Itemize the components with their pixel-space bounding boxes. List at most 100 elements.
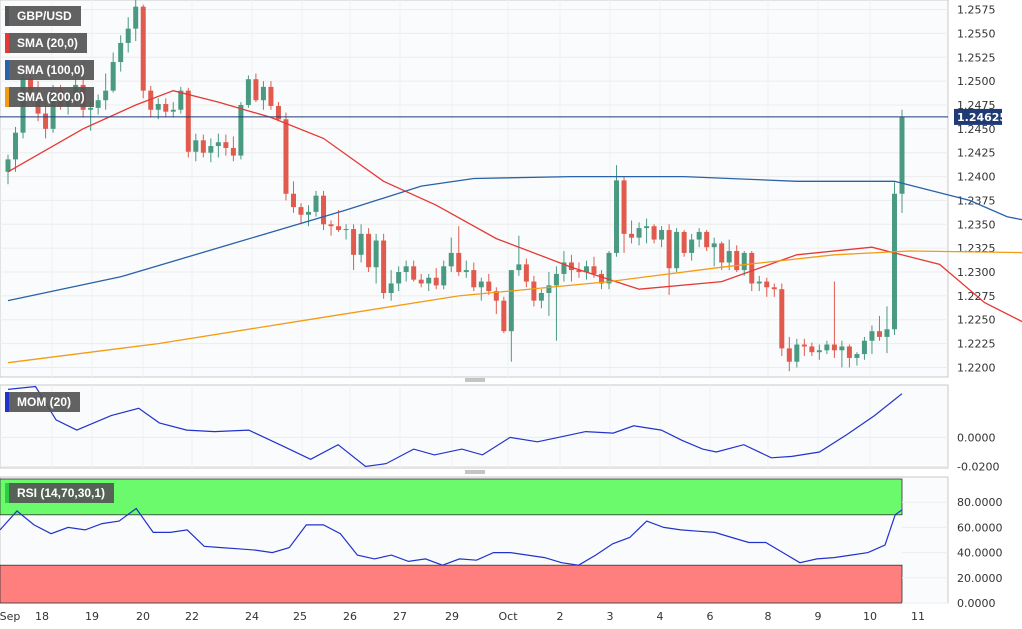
candle-body	[478, 281, 484, 288]
candle-body	[245, 79, 251, 105]
candle-body	[636, 228, 642, 238]
x-tick-label: 26	[343, 610, 357, 623]
rsi-oversold-zone	[0, 564, 903, 604]
momentum-panel	[0, 384, 949, 469]
price-panel	[0, 0, 949, 378]
candle-body	[95, 100, 101, 108]
candle-body	[764, 281, 770, 288]
candle-body	[553, 273, 559, 286]
candle-body	[471, 270, 477, 288]
candle-body	[260, 86, 266, 101]
candle-body	[178, 90, 184, 110]
candle-body	[155, 104, 161, 110]
candle-body	[426, 277, 432, 284]
price-tick-label: 1.2400	[957, 171, 996, 184]
candle-body	[343, 229, 349, 231]
candle-body	[726, 251, 732, 263]
candle-body	[839, 346, 845, 351]
candle-body	[321, 195, 327, 225]
candle-body	[771, 287, 777, 290]
candle-body	[140, 6, 146, 91]
x-tick-label: Oct	[498, 610, 518, 623]
candle-body	[711, 243, 717, 248]
candle-body	[358, 233, 364, 255]
sma20-swatch	[5, 33, 9, 53]
candle-body	[463, 270, 469, 273]
candle-body	[629, 233, 635, 238]
x-tick-label: 18	[35, 610, 49, 623]
candle-body	[388, 283, 394, 294]
candle-body	[846, 346, 852, 358]
price-tick-label: 1.2325	[957, 242, 996, 255]
candle-body	[486, 281, 492, 292]
candle-body	[899, 117, 905, 194]
candle-body	[734, 251, 740, 271]
candle-body	[313, 195, 319, 212]
price-tick-label: 1.2500	[957, 75, 996, 88]
candle-body	[576, 270, 582, 273]
rsi-swatch	[5, 483, 9, 503]
mom-tick-label: 0.0000	[957, 431, 996, 444]
candle-body	[809, 346, 815, 353]
price-tick-label: 1.2200	[957, 361, 996, 374]
sma100-line	[7, 175, 1022, 302]
candle-body	[185, 90, 191, 152]
candle-body	[170, 109, 176, 112]
candle-body	[306, 211, 312, 215]
candle-body	[719, 243, 725, 263]
candle-body	[831, 344, 837, 351]
price-tick-label: 1.2575	[957, 4, 996, 17]
candle-body	[538, 293, 544, 301]
candle-body	[403, 266, 409, 273]
candle-body	[43, 113, 49, 129]
candle-body	[876, 331, 882, 337]
candle-body	[118, 42, 124, 63]
candle-body	[193, 140, 199, 152]
symbol-legend: GBP/USD	[5, 6, 81, 26]
price-tick-label: 1.2450	[957, 123, 996, 136]
price-tick-label: 1.2250	[957, 314, 996, 327]
candle-body	[208, 146, 214, 153]
x-tick-label: 3	[607, 610, 614, 623]
price-tick-label: 1.2350	[957, 218, 996, 231]
x-tick-label: 9	[815, 610, 822, 623]
candle-body	[351, 229, 357, 255]
candle-body	[614, 180, 620, 253]
candle-body	[704, 231, 710, 248]
price-tick-label: 1.2300	[957, 266, 996, 279]
candle-body	[583, 266, 589, 273]
candle-body	[5, 159, 11, 172]
candle-body	[275, 105, 281, 120]
candle-body	[779, 289, 785, 349]
candle-body	[200, 140, 206, 153]
rsi-tick-label: 20.0000	[957, 572, 1003, 585]
rsi-overbought-zone	[0, 478, 903, 516]
candle-body	[824, 344, 830, 351]
symbol-legend-swatch	[5, 6, 9, 26]
price-tick-label: 1.2275	[957, 290, 996, 303]
sma100-label: SMA (100,0)	[17, 63, 85, 77]
x-tick-label: 10	[863, 610, 877, 623]
rsi-legend: RSI (14,70,30,1)	[5, 483, 115, 503]
candle-body	[666, 230, 672, 269]
candle-body	[749, 252, 755, 284]
x-tick-label: 22	[185, 610, 199, 623]
candle-body	[411, 266, 417, 280]
candle-body	[493, 291, 499, 301]
sma200-swatch	[5, 87, 9, 107]
candle-body	[786, 348, 792, 362]
rsi-tick-label: 40.0000	[957, 547, 1003, 560]
x-tick-label: 2	[557, 610, 564, 623]
candle-body	[148, 90, 154, 110]
candle-body	[794, 344, 800, 362]
candle-body	[869, 331, 875, 341]
sma200-label: SMA (200,0)	[17, 90, 85, 104]
candle-body	[651, 226, 657, 240]
candle-body	[606, 252, 612, 284]
candle-body	[396, 272, 402, 284]
candle-body	[268, 86, 274, 106]
price-tick-label: 1.2475	[957, 99, 996, 112]
x-tick-label: 4	[657, 610, 664, 623]
candle-body	[433, 277, 439, 286]
candle-body	[689, 239, 695, 253]
